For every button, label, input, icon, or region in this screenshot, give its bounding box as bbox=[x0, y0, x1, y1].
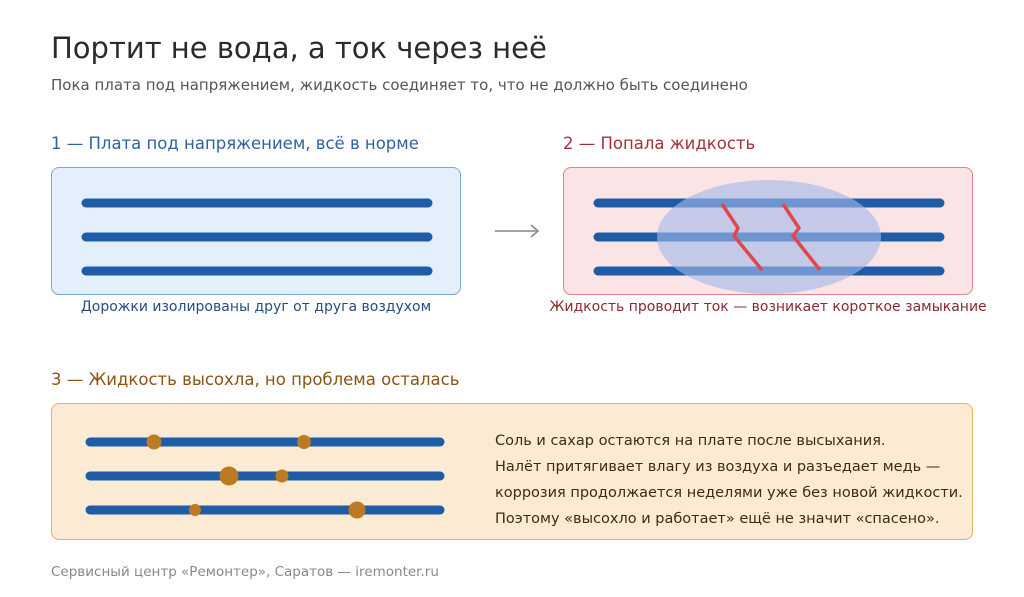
stage-3-board bbox=[85, 434, 445, 519]
liquid-puddle bbox=[657, 180, 881, 294]
corrosion-spot bbox=[297, 435, 311, 449]
stage-2-board bbox=[593, 180, 945, 294]
corrosion-spot bbox=[189, 504, 201, 516]
arrow-right-icon bbox=[495, 224, 540, 238]
stage-1-board bbox=[81, 198, 433, 276]
explanation-line: Соль и сахар остаются на плате после выс… bbox=[495, 433, 886, 449]
corrosion-spot bbox=[275, 469, 289, 483]
page-subtitle: Пока плата под напряжением, жидкость сое… bbox=[51, 76, 748, 94]
stage-3-explanation: Соль и сахар остаются на плате после выс… bbox=[495, 428, 963, 532]
page-title: Портит не вода, а ток через неё bbox=[51, 31, 547, 65]
stage-1-panel bbox=[51, 167, 461, 295]
explanation-line: коррозия продолжается неделями уже без н… bbox=[495, 485, 963, 501]
footer-credit: Сервисный центр «Ремонтер», Саратов — ir… bbox=[51, 564, 439, 580]
stage-1-caption: Дорожки изолированы друг от друга воздух… bbox=[80, 299, 432, 315]
stage-2-caption: Жидкость проводит ток — возникает коротк… bbox=[549, 299, 987, 315]
stage-3-panel bbox=[51, 403, 973, 540]
lightning-icon bbox=[720, 203, 764, 272]
corrosion-spot bbox=[219, 466, 239, 486]
corrosion-spot bbox=[146, 434, 162, 450]
stage-1-heading: 1 — Плата под напряжением, всё в норме bbox=[51, 134, 419, 153]
explanation-line: Поэтому «высохло и работает» ещё не знач… bbox=[495, 511, 940, 527]
explanation-line: Налёт притягивает влагу из воздуха и раз… bbox=[495, 459, 941, 475]
stage-3-heading: 3 — Жидкость высохла, но проблема остала… bbox=[51, 370, 460, 389]
lightning-icon bbox=[781, 203, 822, 272]
stage-2-heading: 2 — Попала жидкость bbox=[563, 134, 756, 153]
corrosion-spot bbox=[348, 501, 366, 519]
stage-2-panel bbox=[563, 167, 973, 295]
